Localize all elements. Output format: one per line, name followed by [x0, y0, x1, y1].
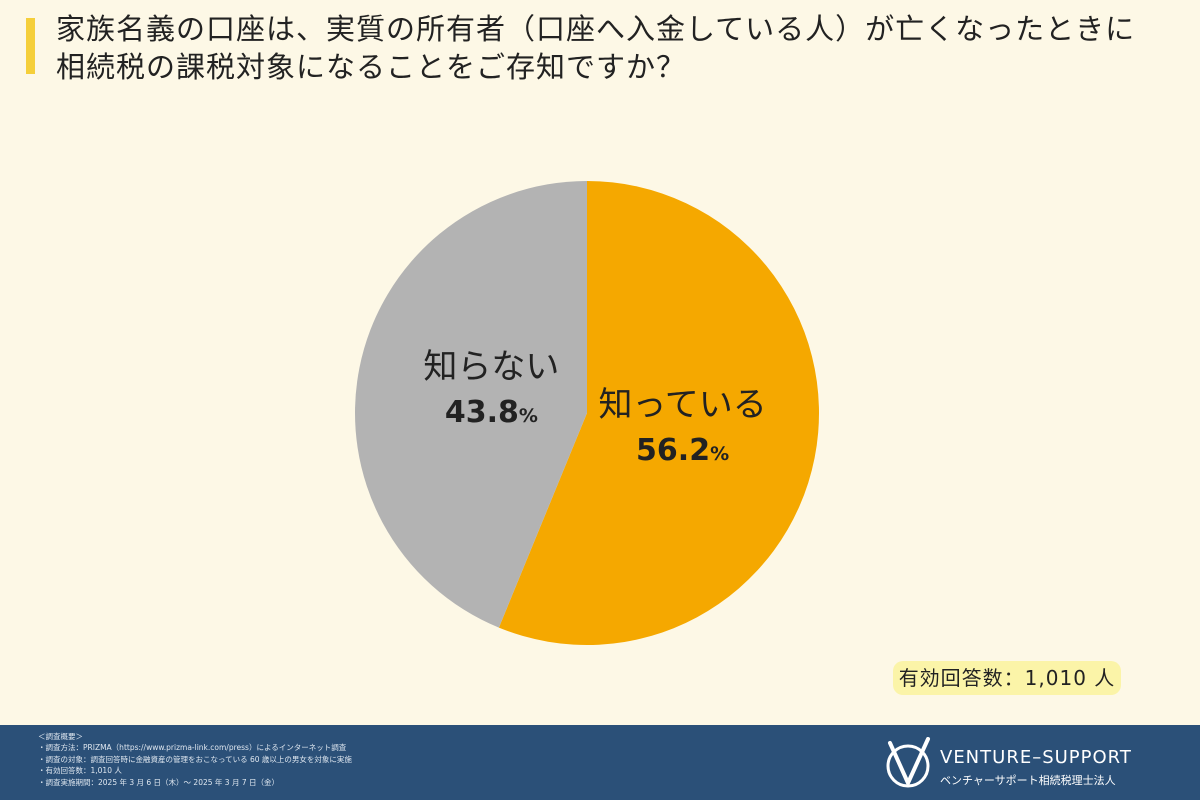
logo-mark-icon	[886, 737, 930, 788]
logo-name: VENTURE–SUPPORT	[940, 747, 1132, 768]
survey-notes: ＜調査概要＞ ・調査方法：PRIZMA（https://www.prizma-l…	[38, 731, 352, 788]
logo-subtitle: ベンチャーサポート相続税理士法人	[940, 774, 1116, 787]
chart-title-line-1: 家族名義の口座は、実質の所有者（口座へ入金している人）が亡くなったときに	[56, 12, 1136, 46]
survey-note-method: ・調査方法：PRIZMA（https://www.prizma-link.com…	[38, 743, 347, 753]
venture-support-logo: VENTURE–SUPPORT ベンチャーサポート相続税理士法人	[882, 737, 1182, 793]
footer: ＜調査概要＞ ・調査方法：PRIZMA（https://www.prizma-l…	[0, 725, 1200, 800]
survey-note-heading: ＜調査概要＞	[38, 732, 83, 741]
chart-title: 家族名義の口座は、実質の所有者（口座へ入金している人）が亡くなったときに 相続税…	[56, 10, 1176, 86]
slice-unit-0: %	[710, 443, 729, 465]
slice-unit-1: %	[519, 405, 538, 427]
slice-label-1: 知らない	[423, 347, 559, 387]
chart-title-line-2: 相続税の課税対象になることをご存知ですか？	[56, 50, 687, 84]
slice-label-0: 知っている	[598, 385, 766, 425]
survey-note-responses: ・有効回答数：1,010 人	[38, 766, 122, 776]
respondent-count-badge: 有効回答数：1,010 人	[893, 661, 1121, 695]
survey-note-period: ・調査実施期間：2025 年 3 月 6 日（木）〜 2025 年 3 月 7 …	[38, 777, 279, 787]
slice-unknown	[354, 181, 587, 628]
survey-note-target: ・調査の対象：調査回答時に金融資産の管理をおこなっている 60 歳以上の男女を対…	[38, 754, 352, 764]
slice-known	[498, 181, 820, 645]
title-accent-bar	[26, 18, 35, 74]
